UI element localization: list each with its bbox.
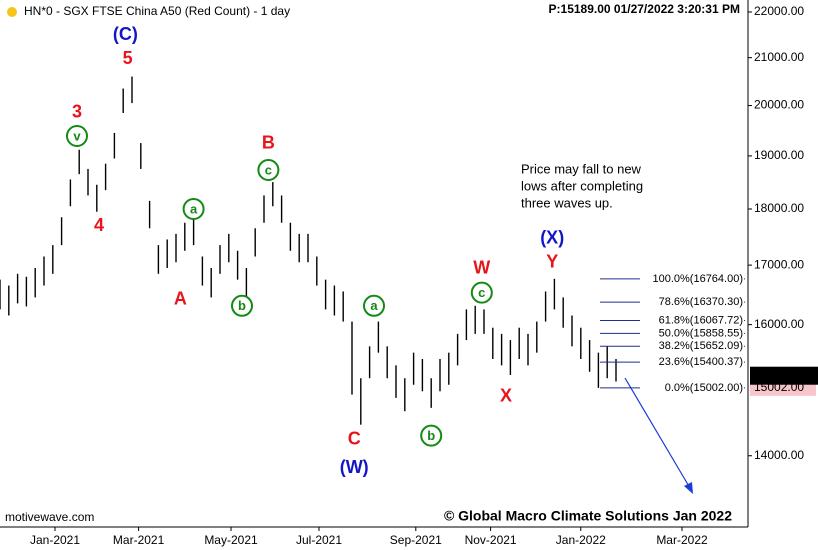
copyright: © Global Macro Climate Solutions Jan 202…: [444, 508, 732, 524]
wave-label: X: [500, 385, 512, 405]
x-tick-label: May-2021: [204, 533, 258, 547]
wave-label: c: [478, 285, 485, 300]
last-price-label: 15189.00: [754, 368, 804, 382]
fib-label-bg: [640, 272, 744, 285]
wave-label: a: [190, 201, 198, 216]
note-line: Price may fall to new: [521, 161, 642, 176]
wave-label: b: [238, 298, 246, 313]
arrow: [624, 377, 691, 489]
wave-circle: [231, 294, 253, 317]
fib-label: 50.0%(15858.55): [659, 327, 743, 339]
wave-label: 5: [123, 48, 133, 68]
fib-label-bg: [640, 340, 744, 353]
note-line: three waves up.: [521, 195, 613, 210]
fib-label: 23.6%(15400.37): [659, 356, 743, 368]
fib-label: 61.8%(16067.72): [659, 314, 743, 326]
note-line: lows after completing: [521, 178, 643, 193]
wave-circle: [420, 424, 443, 447]
x-tick-label: Mar-2021: [113, 533, 165, 547]
y-tick-label: 18000.00: [754, 201, 804, 215]
fib-label-bg: [640, 296, 744, 309]
y-tick-label: 20000.00: [754, 98, 804, 112]
status-dot: [7, 7, 17, 17]
wave-label: (C): [113, 24, 138, 44]
chart-title: HN*0 - SGX FTSE China A50 (Red Count) - …: [24, 4, 290, 18]
wave-circle: [470, 281, 493, 304]
wave-circle: [66, 124, 88, 147]
x-tick-label: Mar-2022: [656, 533, 708, 547]
wave-label: b: [427, 428, 435, 443]
y-tick-label: 17000.00: [754, 257, 804, 271]
wave-label: a: [370, 298, 378, 313]
y-tick-label: 16000.00: [754, 317, 804, 331]
wave-label: A: [174, 289, 187, 309]
wave-label: B: [262, 132, 275, 152]
y-tick-label: 21000.00: [754, 50, 804, 64]
wave-label: Y: [546, 252, 558, 272]
fib-label: 38.2%(15652.09): [659, 340, 743, 352]
wave-circle: [363, 294, 385, 317]
wave-label: (X): [540, 228, 564, 248]
wave-circle: [257, 158, 280, 181]
fib-label-bg: [640, 314, 744, 327]
wave-label: c: [265, 162, 272, 177]
x-tick-label: Sep-2021: [390, 533, 442, 547]
fib-label: 78.6%(16370.30): [659, 296, 743, 308]
y-tick-label: 22000.00: [754, 4, 804, 18]
y-tick-label: 14000.00: [754, 448, 804, 462]
note: Price may fall to new lows after completi…: [521, 161, 643, 210]
x-tick-label: Nov-2021: [465, 533, 517, 547]
status: P:15189.00 01/27/2022 3:20:31 PM: [549, 2, 740, 16]
last-price-box: [750, 366, 818, 385]
fib-label-bg: [640, 327, 744, 340]
wave-label: C: [348, 428, 361, 448]
source: motivewave.com: [5, 510, 94, 524]
wave-label: v: [73, 128, 81, 143]
y-tick-label: 19000.00: [754, 148, 804, 162]
wave-circle: [182, 198, 205, 221]
wave-label: 3: [72, 102, 82, 122]
fib-label: 0.0%(15002.00): [665, 382, 743, 394]
x-tick-label: Jul-2021: [296, 533, 342, 547]
wave-label: (W): [340, 457, 369, 477]
fib-label-bg: [640, 356, 744, 369]
x-tick-label: Jan-2022: [556, 533, 606, 547]
wave-label: W: [473, 257, 490, 277]
fib-label: 100.0%(16764.00): [652, 273, 743, 285]
arrow-head: [684, 482, 693, 494]
fib-label-bg: [640, 381, 744, 394]
x-tick-label: Jan-2021: [30, 533, 80, 547]
wave-label: 4: [94, 215, 104, 235]
